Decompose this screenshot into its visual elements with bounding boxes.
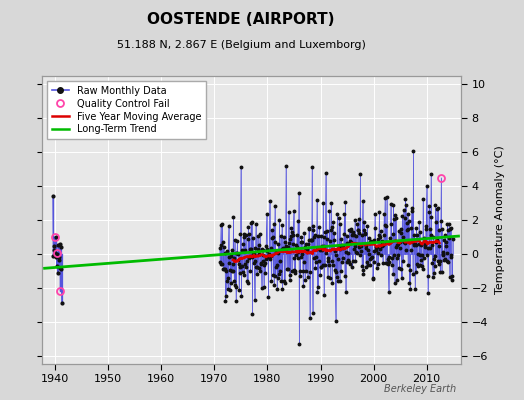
Text: OOSTENDE (AIRPORT): OOSTENDE (AIRPORT) <box>147 12 335 27</box>
Text: Berkeley Earth: Berkeley Earth <box>384 384 456 394</box>
Y-axis label: Temperature Anomaly (°C): Temperature Anomaly (°C) <box>495 146 505 294</box>
Text: 51.188 N, 2.867 E (Belgium and Luxemborg): 51.188 N, 2.867 E (Belgium and Luxemborg… <box>117 40 365 50</box>
Legend: Raw Monthly Data, Quality Control Fail, Five Year Moving Average, Long-Term Tren: Raw Monthly Data, Quality Control Fail, … <box>47 81 206 139</box>
